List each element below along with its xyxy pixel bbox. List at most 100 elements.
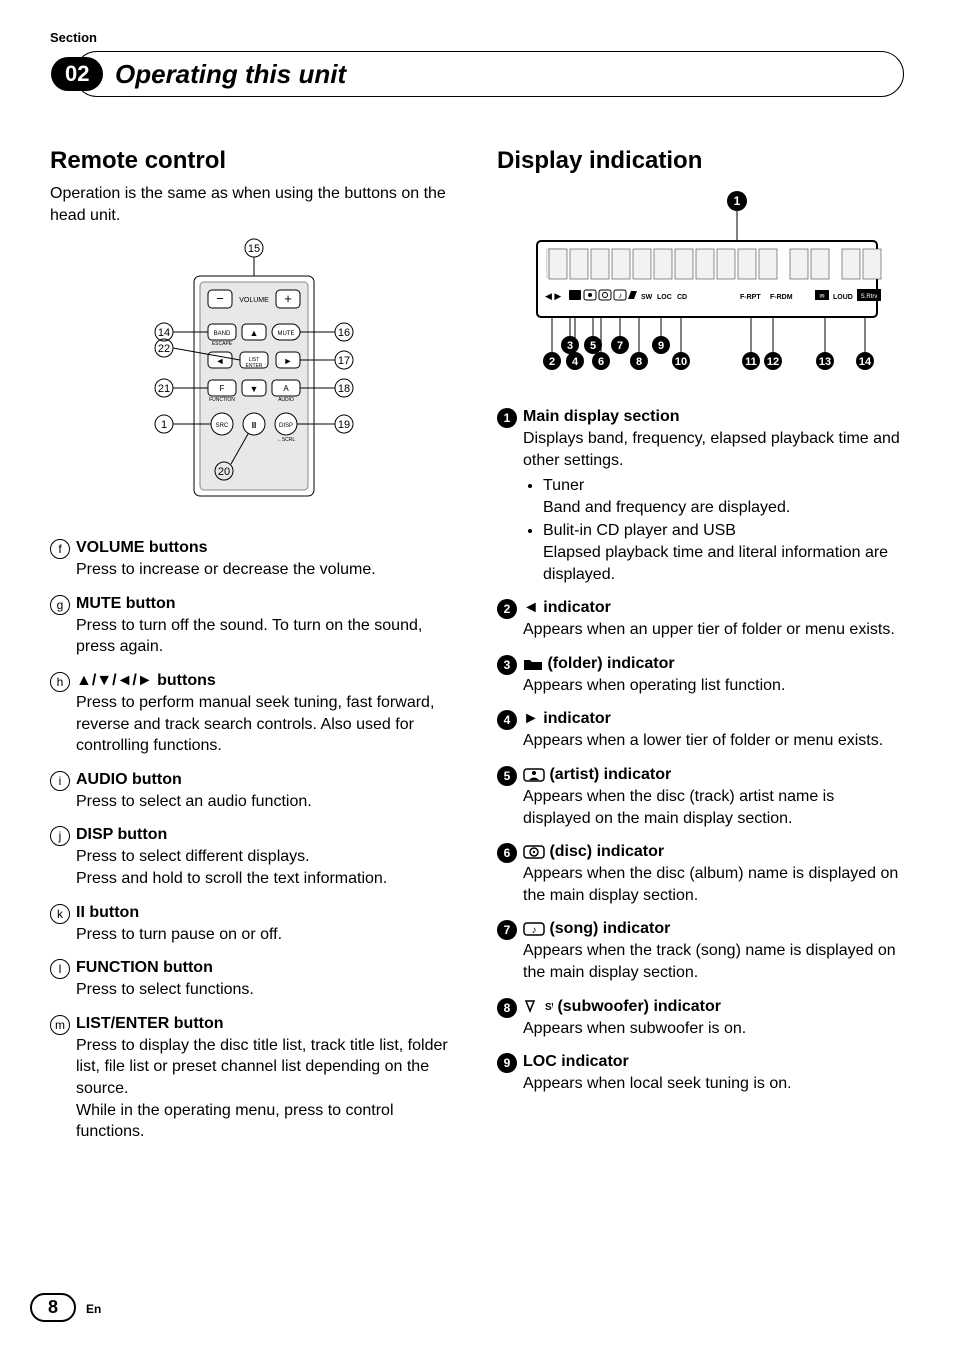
- right-column: Display indication 1: [497, 147, 904, 1157]
- svg-text:S.Rtrv: S.Rtrv: [861, 294, 878, 300]
- display-heading: Display indication: [497, 147, 904, 175]
- item-22: m LIST/ENTER button Press to display the…: [50, 1015, 457, 1143]
- num-19: j: [50, 826, 70, 846]
- svg-text:8: 8: [636, 356, 642, 368]
- disp-body-8: Appears when subwoofer is on.: [523, 1018, 904, 1040]
- svg-text:15: 15: [247, 243, 259, 255]
- disp-num-9: 9: [497, 1053, 517, 1073]
- svg-text:FUNCTION: FUNCTION: [209, 397, 235, 403]
- disp-item-9: 9 LOC indicator Appears when local seek …: [497, 1053, 904, 1095]
- disp-title-6: (disc) indicator: [523, 843, 664, 860]
- left-column: Remote control Operation is the same as …: [50, 147, 457, 1157]
- svg-text:A: A: [283, 384, 289, 393]
- body-pause: Press to turn pause on or off.: [76, 924, 457, 946]
- num-16: g: [50, 595, 70, 615]
- svg-text:VOLUME: VOLUME: [239, 297, 269, 304]
- chapter-title: Operating this unit: [115, 59, 346, 90]
- svg-text:DISP: DISP: [278, 423, 292, 429]
- svg-text:14: 14: [859, 356, 872, 368]
- num-22: m: [50, 1015, 70, 1035]
- disp-bullets-1: TunerBand and frequency are displayed. B…: [523, 475, 904, 585]
- num-20: k: [50, 904, 70, 924]
- title-arrows: ▲/▼/◄/► buttons: [76, 672, 216, 689]
- svg-text:LOUD: LOUD: [833, 294, 853, 301]
- body-volume: Press to increase or decrease the volume…: [76, 559, 457, 581]
- svg-text:13: 13: [819, 356, 831, 368]
- item-20: k II button Press to turn pause on or of…: [50, 904, 457, 946]
- disp-body-9: Appears when local seek tuning is on.: [523, 1073, 904, 1095]
- svg-text:21: 21: [157, 383, 169, 395]
- num-17: h: [50, 672, 70, 692]
- svg-text:SRC: SRC: [215, 423, 228, 429]
- svg-text:AUDIO: AUDIO: [278, 397, 294, 403]
- disp-title-9: LOC indicator: [523, 1053, 629, 1070]
- svg-text:BAND: BAND: [213, 331, 230, 337]
- subwoofer-icon: SW: [523, 999, 553, 1013]
- num-15: f: [50, 539, 70, 559]
- svg-text:22: 22: [157, 343, 169, 355]
- disp-item-1: 1 Main display section Displays band, fr…: [497, 408, 904, 585]
- disp-num-7: 7: [497, 920, 517, 940]
- svg-text:2: 2: [549, 356, 555, 368]
- title-pause: II button: [76, 904, 139, 921]
- section-label: Section: [50, 30, 904, 45]
- artist-icon: [523, 768, 545, 782]
- svg-text:10: 10: [675, 356, 687, 368]
- title-func: FUNCTION button: [76, 959, 213, 976]
- disp-num-3: 3: [497, 655, 517, 675]
- remote-diagram: 15 − VOLUME + BAND ESCAPE ▲ MUTE ◄ LISTE…: [50, 236, 457, 521]
- item-15: f VOLUME buttons Press to increase or de…: [50, 539, 457, 581]
- svg-text:11: 11: [745, 356, 757, 368]
- disp-body-2: Appears when an upper tier of folder or …: [523, 619, 904, 641]
- svg-text:SW: SW: [545, 1002, 553, 1013]
- disp-title-2: ◄ indicator: [523, 599, 611, 616]
- svg-text:✉: ✉: [819, 294, 824, 300]
- section-number-badge: 02: [51, 57, 103, 91]
- svg-text:◄: ◄: [215, 356, 224, 366]
- display-diagram: 1: [497, 185, 904, 390]
- svg-text:SW: SW: [641, 294, 653, 301]
- disp-body-4: Appears when a lower tier of folder or m…: [523, 730, 904, 752]
- body-audio: Press to select an audio function.: [76, 791, 457, 813]
- svg-text:►: ►: [283, 356, 292, 366]
- item-21: l FUNCTION button Press to select functi…: [50, 959, 457, 1001]
- body-arrows: Press to perform manual seek tuning, fas…: [76, 692, 457, 757]
- page-footer: 8 En: [30, 1293, 101, 1322]
- num-21: l: [50, 959, 70, 979]
- folder-icon: [523, 657, 543, 671]
- disp-title-1: Main display section: [523, 408, 679, 425]
- lang-label: En: [86, 1302, 101, 1316]
- disp-num-6: 6: [497, 843, 517, 863]
- disp-num-2: 2: [497, 599, 517, 619]
- svg-text:14: 14: [157, 327, 169, 339]
- body-func: Press to select functions.: [76, 979, 457, 1001]
- disp-body-5: Appears when the disc (track) artist nam…: [523, 786, 904, 829]
- disp-item-6: 6 (disc) indicator Appears when the disc…: [497, 843, 904, 906]
- svg-text:←SCRL: ←SCRL: [276, 437, 295, 443]
- disc-icon: [523, 845, 545, 859]
- disp-item-4: 4 ► indicator Appears when a lower tier …: [497, 710, 904, 752]
- disp-body-6: Appears when the disc (album) name is di…: [523, 863, 904, 906]
- svg-text:18: 18: [337, 383, 349, 395]
- body-disp: Press to select different displays. Pres…: [76, 846, 457, 889]
- num-18: i: [50, 771, 70, 791]
- title-list: LIST/ENTER button: [76, 1015, 224, 1032]
- title-volume: VOLUME buttons: [76, 539, 208, 556]
- title-mute: MUTE button: [76, 595, 176, 612]
- svg-text:LOC: LOC: [657, 294, 672, 301]
- svg-text:F: F: [219, 384, 224, 393]
- disp-body-3: Appears when operating list function.: [523, 675, 904, 697]
- disp-item-3: 3 (folder) indicator Appears when operat…: [497, 655, 904, 697]
- svg-text:1: 1: [160, 419, 166, 431]
- page-number: 8: [30, 1293, 76, 1322]
- song-icon: ♪: [523, 922, 545, 936]
- item-16: g MUTE button Press to turn off the soun…: [50, 595, 457, 658]
- disp-title-8: SW (subwoofer) indicator: [523, 998, 721, 1015]
- svg-text:II: II: [251, 421, 255, 430]
- body-mute: Press to turn off the sound. To turn on …: [76, 615, 457, 658]
- svg-text:−: −: [216, 291, 224, 306]
- body-list: Press to display the disc title list, tr…: [76, 1035, 457, 1143]
- remote-intro: Operation is the same as when using the …: [50, 183, 457, 226]
- page-header: 02 Operating this unit: [50, 51, 904, 97]
- svg-text:▲: ▲: [249, 328, 258, 338]
